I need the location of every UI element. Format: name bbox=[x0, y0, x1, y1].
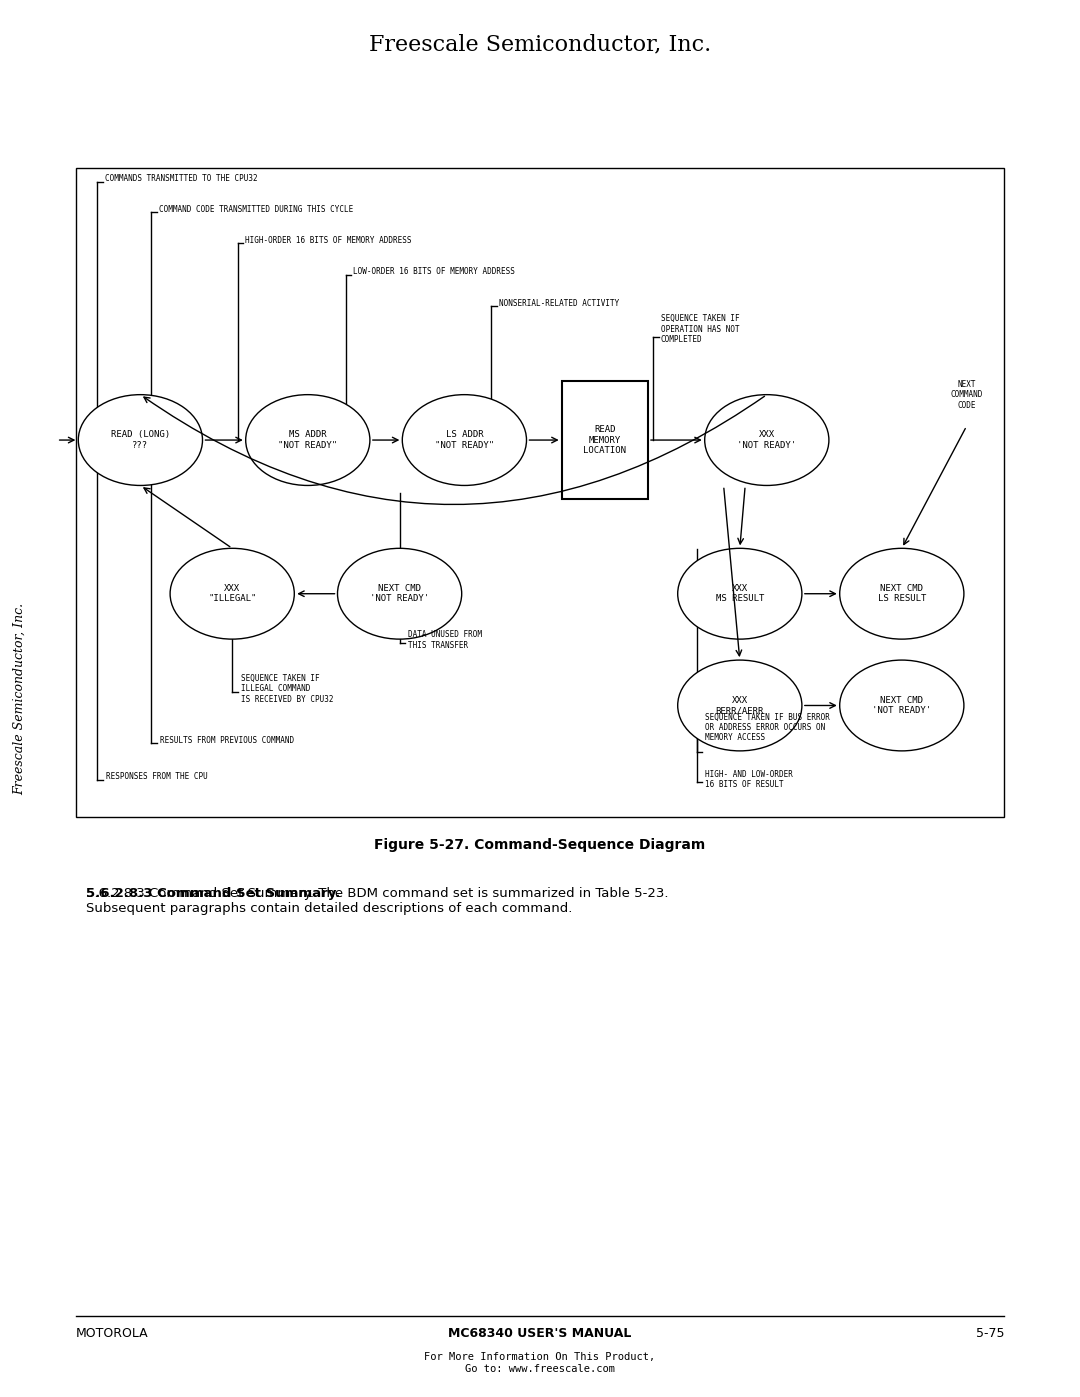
Text: 5-75: 5-75 bbox=[976, 1327, 1004, 1340]
Text: MS ADDR
"NOT READY": MS ADDR "NOT READY" bbox=[279, 430, 337, 450]
Ellipse shape bbox=[337, 549, 462, 640]
Text: XXX
"ILLEGAL": XXX "ILLEGAL" bbox=[208, 584, 256, 604]
Text: COMMANDS TRANSMITTED TO THE CPU32: COMMANDS TRANSMITTED TO THE CPU32 bbox=[105, 175, 257, 183]
Ellipse shape bbox=[704, 394, 829, 486]
Text: XXX
MS RESULT: XXX MS RESULT bbox=[716, 584, 764, 604]
Text: NEXT CMD
LS RESULT: NEXT CMD LS RESULT bbox=[878, 584, 926, 604]
Text: MOTOROLA: MOTOROLA bbox=[76, 1327, 148, 1340]
Text: NEXT
COMMAND
CODE: NEXT COMMAND CODE bbox=[950, 380, 983, 409]
Text: HIGH- AND LOW-ORDER
16 BITS OF RESULT: HIGH- AND LOW-ORDER 16 BITS OF RESULT bbox=[705, 770, 793, 789]
Text: LOW-ORDER 16 BITS OF MEMORY ADDRESS: LOW-ORDER 16 BITS OF MEMORY ADDRESS bbox=[353, 267, 515, 275]
Text: READ
MEMORY
LOCATION: READ MEMORY LOCATION bbox=[583, 425, 626, 455]
Ellipse shape bbox=[840, 549, 964, 640]
Ellipse shape bbox=[402, 394, 527, 486]
Ellipse shape bbox=[678, 549, 802, 640]
Text: RESPONSES FROM THE CPU: RESPONSES FROM THE CPU bbox=[106, 773, 207, 781]
Ellipse shape bbox=[245, 394, 369, 486]
Ellipse shape bbox=[840, 661, 964, 752]
Text: HIGH-ORDER 16 BITS OF MEMORY ADDRESS: HIGH-ORDER 16 BITS OF MEMORY ADDRESS bbox=[245, 236, 411, 244]
Text: 5.6.2.8.3 Command Set Summary.: 5.6.2.8.3 Command Set Summary. bbox=[86, 887, 340, 900]
Text: Freescale Semiconductor, Inc.: Freescale Semiconductor, Inc. bbox=[13, 602, 26, 795]
Text: Figure 5-27. Command-Sequence Diagram: Figure 5-27. Command-Sequence Diagram bbox=[375, 838, 705, 852]
Text: NEXT CMD
'NOT READY': NEXT CMD 'NOT READY' bbox=[370, 584, 429, 604]
Text: NONSERIAL-RELATED ACTIVITY: NONSERIAL-RELATED ACTIVITY bbox=[499, 299, 619, 307]
FancyBboxPatch shape bbox=[562, 381, 648, 499]
Text: XXX
'NOT READY': XXX 'NOT READY' bbox=[738, 430, 796, 450]
Text: SEQUENCE TAKEN IF
OPERATION HAS NOT
COMPLETED: SEQUENCE TAKEN IF OPERATION HAS NOT COMP… bbox=[661, 314, 740, 344]
Text: SEQUENCE TAKEN IF BUS ERROR
OR ADDRESS ERROR OCCURS ON
MEMORY ACCESS: SEQUENCE TAKEN IF BUS ERROR OR ADDRESS E… bbox=[705, 712, 831, 742]
Text: NEXT CMD
'NOT READY': NEXT CMD 'NOT READY' bbox=[873, 696, 931, 715]
Text: MC68340 USER'S MANUAL: MC68340 USER'S MANUAL bbox=[448, 1327, 632, 1340]
Text: COMMAND CODE TRANSMITTED DURING THIS CYCLE: COMMAND CODE TRANSMITTED DURING THIS CYC… bbox=[159, 205, 353, 214]
Text: For More Information On This Product,
Go to: www.freescale.com: For More Information On This Product, Go… bbox=[424, 1352, 656, 1373]
Ellipse shape bbox=[171, 549, 294, 640]
Text: DATA UNUSED FROM
THIS TRANSFER: DATA UNUSED FROM THIS TRANSFER bbox=[408, 630, 483, 650]
Text: LS ADDR
"NOT READY": LS ADDR "NOT READY" bbox=[435, 430, 494, 450]
Text: RESULTS FROM PREVIOUS COMMAND: RESULTS FROM PREVIOUS COMMAND bbox=[160, 736, 294, 745]
Text: SEQUENCE TAKEN IF
ILLEGAL COMMAND
IS RECEIVED BY CPU32: SEQUENCE TAKEN IF ILLEGAL COMMAND IS REC… bbox=[241, 673, 334, 704]
Text: XXX
BERR/AERR: XXX BERR/AERR bbox=[716, 696, 764, 715]
Text: READ (LONG)
???: READ (LONG) ??? bbox=[111, 430, 170, 450]
Text: Freescale Semiconductor, Inc.: Freescale Semiconductor, Inc. bbox=[369, 34, 711, 56]
Text: 5.6.2.8.3 Command Set Summary. The BDM command set is summarized in Table 5-23.
: 5.6.2.8.3 Command Set Summary. The BDM c… bbox=[86, 887, 669, 915]
Ellipse shape bbox=[678, 661, 802, 752]
Ellipse shape bbox=[79, 394, 203, 486]
